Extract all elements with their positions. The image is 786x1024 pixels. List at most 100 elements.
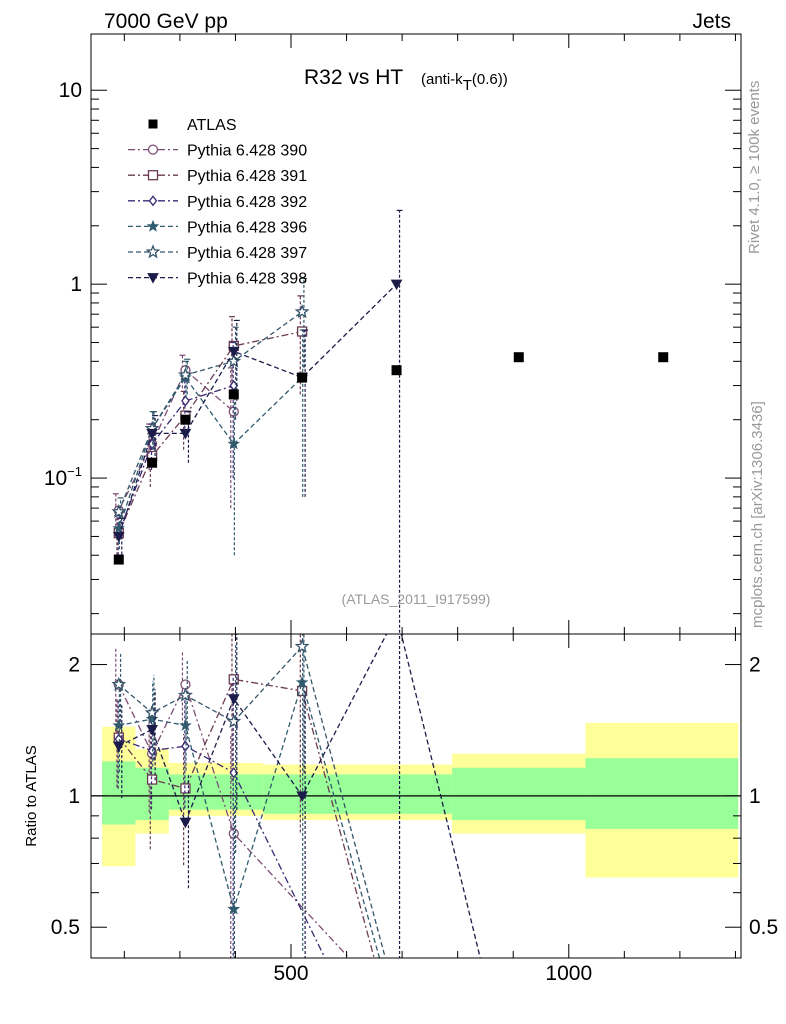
x-tick-label: 1000 (545, 962, 592, 985)
x-tick-labels: 500 1000 (273, 962, 592, 985)
ratio-y-tick-label: 1 (68, 785, 80, 808)
main-series (111, 209, 669, 634)
ratio-y-tick-labels: 0.5 0.5 1 1 2 2 (51, 654, 778, 940)
ratio-point (226, 713, 242, 728)
analysis-id: (ATLAS_2011_I917599) (342, 591, 491, 607)
ratio-point (179, 718, 192, 731)
ratio-series (111, 634, 481, 958)
data-point (146, 428, 158, 440)
data-point (112, 531, 125, 543)
ratio-bands (91, 722, 741, 878)
ratio-point (144, 704, 160, 720)
legend-item: ATLAS (148, 117, 237, 134)
legend-marker (148, 195, 158, 207)
ratio-point (146, 724, 158, 736)
series-4 (112, 329, 309, 556)
uncertainty-band-green (263, 774, 453, 814)
atlas-data (113, 352, 669, 565)
ratio-panel: 0.5 0.5 1 1 2 2 500 1000 Ratio to ATLAS (23, 633, 778, 985)
main-panel: 10−1 1 10 R32 vs HT (anti-kT(0.6)) ATLAS Py… (44, 33, 742, 635)
ratio-series-1 (113, 646, 351, 958)
data-point (294, 303, 310, 319)
uncertainty-band-green (452, 767, 586, 821)
ratio-series-4 (112, 634, 381, 958)
series-line (118, 283, 398, 537)
legend-label: Pythia 6.428 392 (187, 194, 307, 211)
ratio-point (179, 817, 192, 829)
ratio-point (296, 791, 308, 802)
series-line (118, 330, 303, 534)
ratio-point (112, 718, 126, 731)
y-tick-label: 10 (59, 79, 82, 102)
legend-marker (148, 119, 158, 129)
legend-item: Pythia 6.428 392 (128, 194, 307, 211)
atlas-point (113, 554, 124, 565)
ratio-point (294, 638, 310, 653)
ratio-y-tick-label: 2 (68, 654, 80, 677)
series-line (118, 376, 303, 529)
x-tick-label: 500 (273, 962, 308, 985)
legend-marker (147, 273, 159, 284)
uncertainty-band-green (585, 758, 739, 829)
series-6 (112, 209, 403, 634)
ratio-line (118, 738, 326, 958)
legend-item: Pythia 6.428 390 (128, 143, 307, 160)
series-line (118, 384, 234, 534)
series-5 (111, 277, 310, 529)
data-point (112, 521, 126, 534)
data-point (227, 437, 241, 450)
legend-item: Pythia 6.428 398 (128, 271, 307, 288)
legend-item: Pythia 6.428 396 (128, 219, 307, 236)
series-1 (112, 354, 239, 532)
ratio-y-tick-label-right: 1 (749, 785, 761, 808)
source-label: mcplots.cern.ch [arXiv:1306.3436] (749, 401, 766, 628)
ratio-ylabel: Ratio to ATLAS (23, 745, 40, 846)
chart-title-sub: (anti-kT(0.6)) (421, 71, 508, 94)
y-tick-label: 1 (70, 273, 82, 296)
legend-marker (147, 144, 159, 155)
legend-label: Pythia 6.428 397 (187, 245, 307, 262)
ratio-axis-ticks (91, 634, 741, 958)
atlas-point (513, 352, 524, 363)
legend-label: Pythia 6.428 396 (187, 219, 307, 236)
ratio-point (111, 676, 127, 691)
ratio-point (146, 774, 158, 785)
series-3 (114, 341, 239, 556)
ratio-point (180, 679, 191, 690)
ratio-line (118, 645, 387, 958)
header-right: Jets (692, 10, 731, 33)
atlas-point (658, 352, 669, 363)
rivet-label: Rivet 4.1.0, ≥ 100k events (746, 81, 763, 254)
main-y-tick-labels: 10−1 1 10 (44, 79, 82, 490)
main-axis-ticks (91, 34, 741, 634)
legend-marker (145, 244, 161, 259)
ratio-point (181, 740, 190, 752)
legend-label: Pythia 6.428 391 (187, 168, 307, 185)
ratio-point (295, 675, 309, 688)
header-left: 7000 GeV pp (104, 10, 228, 33)
ratio-point (227, 902, 241, 915)
ratio-y-tick-label: 0.5 (51, 916, 80, 939)
legend: ATLAS Pythia 6.428 390 Pythia 6.428 391 Pyt… (128, 117, 307, 288)
ratio-y-tick-label-right: 0.5 (749, 916, 778, 939)
ratio-series-5 (111, 634, 387, 958)
data-point (177, 367, 193, 382)
series-2 (113, 295, 308, 556)
data-point (227, 346, 240, 358)
legend-label: Pythia 6.428 390 (187, 143, 307, 160)
atlas-point (147, 457, 158, 468)
atlas-point (228, 389, 239, 400)
legend-item: Pythia 6.428 397 (128, 244, 307, 262)
ratio-y-tick-label-right: 2 (749, 654, 761, 677)
legend-item: Pythia 6.428 391 (128, 168, 307, 185)
ratio-line (118, 680, 381, 958)
y-tick-label: 10−1 (44, 464, 82, 490)
legend-label: ATLAS (187, 117, 237, 134)
ratio-point (227, 694, 240, 705)
legend-label: Pythia 6.428 398 (187, 271, 307, 288)
ratio-series-6 (112, 634, 481, 958)
data-point (111, 504, 127, 519)
ratio-point (177, 687, 193, 702)
ratio-point (112, 741, 125, 753)
